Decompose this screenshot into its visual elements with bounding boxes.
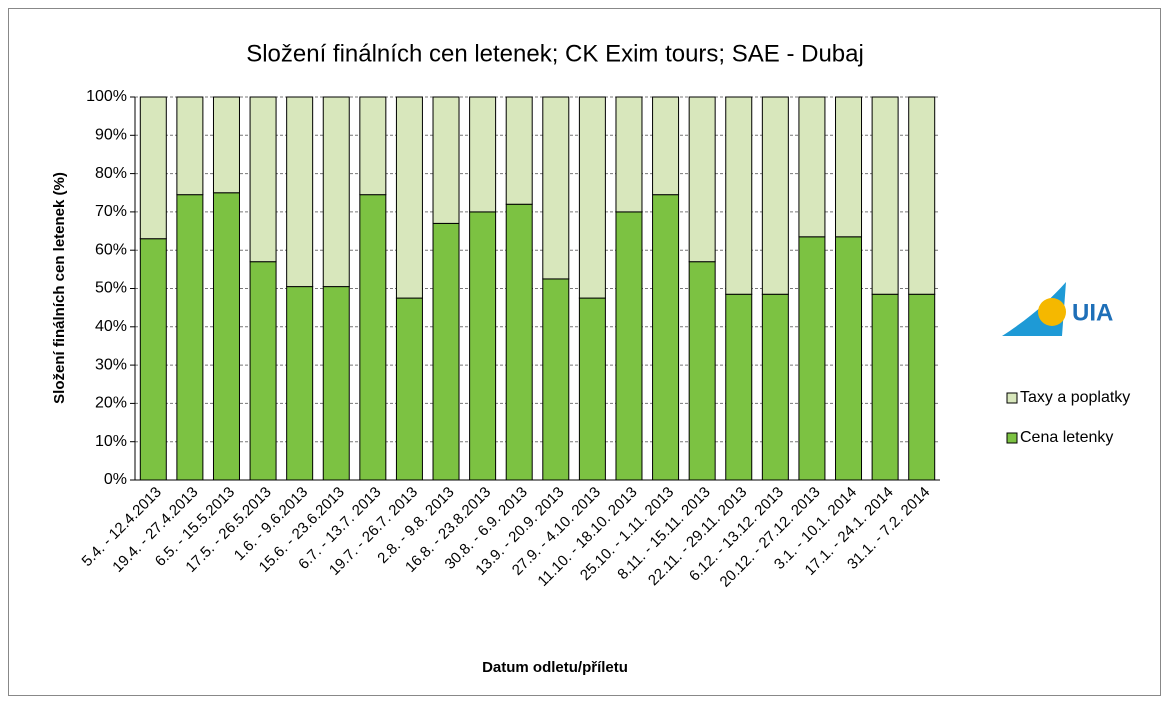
bar-segment — [505, 203, 533, 481]
bar-segment — [871, 96, 899, 295]
bar-segment — [652, 194, 680, 481]
bar-segment — [578, 297, 606, 481]
chart-title: Složení finálních cen letenek; CK Exim t… — [246, 40, 864, 67]
bar-segment — [688, 261, 716, 481]
bar-segment — [835, 96, 863, 238]
bar-segment — [286, 96, 314, 288]
bar-segment — [322, 96, 350, 288]
bar-segment — [871, 293, 899, 481]
y-tick-label: 50% — [95, 280, 127, 297]
y-tick-label: 100% — [86, 88, 127, 105]
logo: UIA — [1002, 282, 1113, 336]
bar-segment — [212, 96, 240, 194]
x-axis-title: Datum odletu/příletu — [482, 659, 628, 676]
bar-segment — [725, 293, 753, 481]
bar-segment — [798, 236, 826, 481]
bar-segment — [249, 261, 277, 481]
bar-segment — [578, 96, 606, 299]
y-tick-label: 80% — [95, 165, 127, 182]
bar-segment — [908, 293, 936, 481]
bar-segment — [432, 222, 460, 481]
bar-segment — [542, 96, 570, 280]
bar-segment — [432, 96, 460, 224]
bar-segment — [212, 192, 240, 481]
legend-swatch — [1006, 392, 1018, 404]
bar-segment — [249, 96, 277, 263]
bar-segment — [798, 96, 826, 238]
legend-label: Cena letenky — [1020, 429, 1113, 446]
bar-segment — [505, 96, 533, 205]
bar-segment — [139, 96, 167, 240]
bar-segment — [725, 96, 753, 295]
y-tick-label: 40% — [95, 318, 127, 335]
y-tick-label: 70% — [95, 203, 127, 220]
y-tick-label: 0% — [104, 471, 127, 488]
bar-segment — [908, 96, 936, 295]
y-tick-label: 90% — [95, 127, 127, 144]
y-axis-title: Složení finálních cen letenek (%) — [51, 172, 68, 404]
bar-segment — [176, 194, 204, 481]
bar-segment — [652, 96, 680, 196]
legend-label: Taxy a poplatky — [1020, 389, 1130, 406]
bar-segment — [395, 297, 423, 481]
bar-segment — [322, 286, 350, 481]
bar-segment — [469, 96, 497, 213]
logo-sun — [1038, 298, 1066, 326]
bar-segment — [176, 96, 204, 196]
legend-swatch — [1006, 432, 1018, 444]
bar-segment — [615, 96, 643, 213]
bar-segment — [359, 96, 387, 196]
bar-segment — [688, 96, 716, 263]
bar-segment — [835, 236, 863, 481]
bar-segment — [359, 194, 387, 481]
bar-segment — [139, 238, 167, 481]
bar-segment — [286, 286, 314, 481]
bar-segment — [395, 96, 423, 299]
y-tick-label: 10% — [95, 433, 127, 450]
bar-segment — [542, 278, 570, 481]
bar-segment — [761, 293, 789, 481]
y-tick-label: 30% — [95, 356, 127, 373]
y-tick-label: 60% — [95, 241, 127, 258]
y-tick-label: 20% — [95, 395, 127, 412]
logo-text: UIA — [1072, 299, 1113, 326]
bar-segment — [615, 211, 643, 481]
bar-segment — [469, 211, 497, 481]
bar-segment — [761, 96, 789, 295]
